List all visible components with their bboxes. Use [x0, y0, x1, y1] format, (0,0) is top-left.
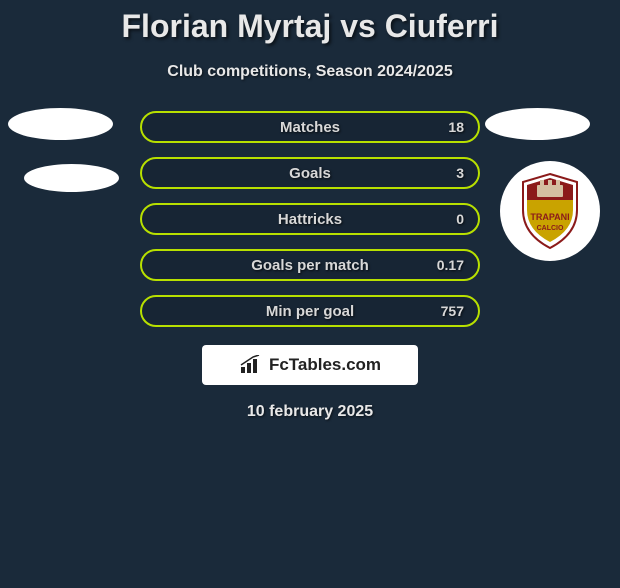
page-title: Florian Myrtaj vs Ciuferri — [0, 8, 620, 45]
source-logo-box: FcTables.com — [202, 345, 418, 385]
stats-container: Matches 18 Goals 3 Hattricks 0 Goals per… — [140, 111, 480, 327]
svg-text:CALCIO: CALCIO — [537, 225, 564, 232]
stat-row: Min per goal 757 — [140, 295, 480, 327]
stat-value: 18 — [448, 119, 464, 135]
stat-value: 3 — [456, 165, 464, 181]
page-subtitle: Club competitions, Season 2024/2025 — [0, 63, 620, 81]
shield-icon: TRAPANI CALCIO — [515, 172, 585, 250]
team-badge: TRAPANI CALCIO — [500, 161, 600, 261]
svg-text:TRAPANI: TRAPANI — [530, 212, 569, 222]
chart-icon — [239, 355, 263, 375]
stat-label: Hattricks — [278, 211, 342, 228]
stat-row: Matches 18 — [140, 111, 480, 143]
stat-label: Goals per match — [251, 257, 369, 274]
stat-label: Min per goal — [266, 303, 354, 320]
source-logo-text: FcTables.com — [269, 355, 381, 375]
stat-row: Hattricks 0 — [140, 203, 480, 235]
player-right-oval — [485, 108, 590, 140]
comparison-content: TRAPANI CALCIO Matches 18 Goals 3 Hattri… — [0, 111, 620, 421]
stat-label: Goals — [289, 165, 331, 182]
stat-row: Goals per match 0.17 — [140, 249, 480, 281]
stat-label: Matches — [280, 119, 340, 136]
player-left-oval-1 — [8, 108, 113, 140]
stat-value: 0.17 — [437, 257, 464, 273]
player-left-oval-2 — [24, 164, 119, 192]
stat-value: 757 — [441, 303, 464, 319]
date-label: 10 february 2025 — [0, 403, 620, 421]
stat-row: Goals 3 — [140, 157, 480, 189]
stat-value: 0 — [456, 211, 464, 227]
